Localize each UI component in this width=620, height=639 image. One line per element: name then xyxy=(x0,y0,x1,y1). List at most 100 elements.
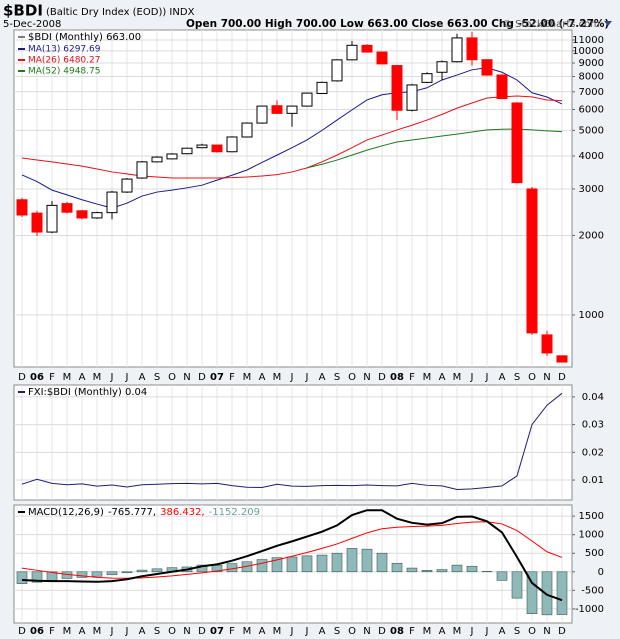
x-tick-label: D xyxy=(378,626,386,637)
candle-body xyxy=(391,65,403,111)
x-tick-label: S xyxy=(514,372,520,383)
histogram-bar xyxy=(361,548,373,573)
x-tick-label: N xyxy=(183,626,190,637)
candle-body xyxy=(376,51,388,65)
candle-body xyxy=(136,161,148,179)
y-tick-label: -1000 xyxy=(575,604,604,615)
x-tick-label: F xyxy=(49,372,55,383)
histogram-bar xyxy=(196,564,208,573)
candle-body xyxy=(106,191,118,214)
signal-line xyxy=(21,521,563,579)
candle-body xyxy=(181,147,193,155)
x-tick-label: M xyxy=(273,626,282,637)
y-tick-label: 8000 xyxy=(579,71,604,82)
candle-body xyxy=(346,44,358,61)
x-tick-label: S xyxy=(514,626,520,637)
histogram-bar xyxy=(151,568,163,573)
x-tick-label: J xyxy=(305,626,309,637)
menu-arrow[interactable] xyxy=(604,21,612,26)
x-tick-label: J xyxy=(125,626,129,637)
y-tick-label: 9000 xyxy=(579,58,604,69)
x-tick-label: 06 xyxy=(30,372,44,383)
y-tick-label: 0 xyxy=(598,567,604,578)
x-tick-label: N xyxy=(363,372,370,383)
y-tick-label: 4000 xyxy=(579,151,604,162)
histogram-bar xyxy=(436,569,448,573)
x-tick-label: J xyxy=(305,372,309,383)
x-tick-label: D xyxy=(18,372,26,383)
x-tick-label: D xyxy=(378,372,386,383)
candle-body xyxy=(481,59,493,76)
x-tick-label: D xyxy=(558,626,566,637)
x-tick-label: A xyxy=(259,626,266,637)
x-tick-label: A xyxy=(319,372,326,383)
x-tick-label: M xyxy=(243,626,252,637)
y-tick-label: -500 xyxy=(581,585,604,596)
candle-body xyxy=(166,153,178,160)
x-tick-label: M xyxy=(63,372,72,383)
x-tick-label: M xyxy=(423,372,432,383)
histogram-bar xyxy=(421,570,433,573)
x-tick-label: A xyxy=(439,626,446,637)
legend-label: MA(13) 6297.69 xyxy=(28,45,101,55)
candle-body xyxy=(496,74,508,100)
y-tick-label: 6000 xyxy=(579,104,604,115)
x-tick-label: O xyxy=(528,372,536,383)
x-tick-label: M xyxy=(453,372,462,383)
legend-value: -1152.209 xyxy=(209,507,260,518)
x-tick-label: N xyxy=(543,626,550,637)
legend-label: FXI:$BDI (Monthly) 0.04 xyxy=(28,387,147,398)
macd-line xyxy=(21,509,563,602)
x-tick-label: F xyxy=(409,626,415,637)
candle-body xyxy=(466,37,478,61)
x-tick-label: O xyxy=(168,626,176,637)
candle-body xyxy=(511,102,523,184)
x-tick-label: D xyxy=(18,626,26,637)
histogram-bar xyxy=(346,548,358,573)
x-tick-label: S xyxy=(154,372,160,383)
candle-body xyxy=(316,81,328,94)
histogram-bar xyxy=(256,559,268,573)
x-tick-label: M xyxy=(453,626,462,637)
x-tick-label: S xyxy=(334,626,340,637)
x-tick-label: N xyxy=(183,372,190,383)
x-tick-label: J xyxy=(290,626,294,637)
x-tick-label: 06 xyxy=(30,626,44,637)
ratio-line xyxy=(21,392,563,490)
candle-body xyxy=(256,105,268,124)
candle-body xyxy=(541,334,553,354)
histogram-bar xyxy=(76,571,88,578)
x-tick-label: O xyxy=(528,626,536,637)
candle-body xyxy=(76,210,88,219)
histogram-bar xyxy=(541,571,553,616)
candle-body xyxy=(331,59,343,82)
x-tick-label: J xyxy=(290,372,294,383)
x-tick-label: A xyxy=(499,372,506,383)
legend-value: 386.432, xyxy=(160,507,205,518)
x-tick-label: D xyxy=(198,372,206,383)
candle-body xyxy=(196,144,208,149)
histogram-bar xyxy=(271,557,283,573)
x-tick-label: M xyxy=(93,626,102,637)
candle-body xyxy=(46,204,58,233)
x-tick-label: D xyxy=(198,626,206,637)
y-tick-label: 0.02 xyxy=(582,447,604,458)
x-tick-label: D xyxy=(558,372,566,383)
x-tick-label: J xyxy=(110,372,114,383)
legend-label: MA(52) 4948.75 xyxy=(28,67,100,77)
histogram-bar xyxy=(301,555,313,573)
candle-body xyxy=(91,212,103,219)
x-tick-label: O xyxy=(348,626,356,637)
histogram-bar xyxy=(511,571,523,599)
x-tick-label: M xyxy=(63,626,72,637)
x-tick-label: J xyxy=(110,626,114,637)
x-tick-label: S xyxy=(334,372,340,383)
histogram-bar xyxy=(31,571,43,583)
y-tick-label: 7000 xyxy=(579,87,604,98)
candle-body xyxy=(16,199,28,216)
candle-body xyxy=(526,188,538,334)
source: © StockCharts.com xyxy=(502,19,600,30)
x-tick-label: J xyxy=(125,372,129,383)
x-tick-label: 07 xyxy=(210,372,224,383)
y-tick-label: 11000 xyxy=(572,35,604,46)
